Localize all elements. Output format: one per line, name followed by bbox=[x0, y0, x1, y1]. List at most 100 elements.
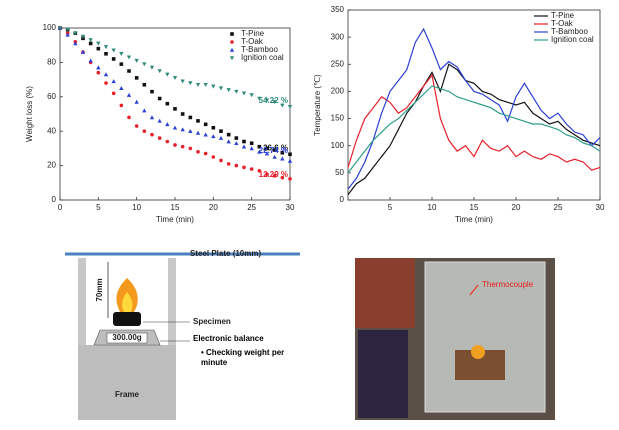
marker bbox=[219, 129, 223, 133]
marker bbox=[127, 69, 131, 73]
legend-marker bbox=[230, 32, 234, 36]
note-text: Checking weight per minute bbox=[201, 348, 285, 367]
annotation: 54.22 % bbox=[259, 96, 288, 105]
y-tick-label: 100 bbox=[331, 141, 345, 150]
marker bbox=[203, 151, 208, 156]
y-tick-label: 0 bbox=[340, 195, 345, 204]
balance-display bbox=[106, 332, 148, 344]
marker bbox=[211, 125, 216, 130]
specimen-label: Specimen bbox=[193, 317, 231, 326]
y-tick-label: 200 bbox=[331, 87, 345, 96]
height-label: 70mm bbox=[95, 278, 104, 301]
marker bbox=[180, 79, 185, 84]
plate-label: Steel Plate (10mm) bbox=[190, 249, 261, 258]
x-tick-label: 20 bbox=[512, 203, 521, 212]
marker bbox=[257, 144, 262, 149]
frame-post bbox=[168, 258, 176, 398]
marker bbox=[188, 129, 193, 133]
marker bbox=[119, 62, 124, 66]
marker bbox=[172, 125, 178, 130]
marker bbox=[165, 101, 170, 106]
marker bbox=[188, 81, 193, 86]
x-tick-label: 15 bbox=[470, 203, 479, 212]
line bbox=[347, 27, 601, 190]
flame-core bbox=[122, 292, 133, 312]
marker bbox=[57, 26, 63, 31]
marker bbox=[96, 65, 101, 70]
marker bbox=[88, 41, 93, 46]
y-tick-label: 0 bbox=[52, 195, 57, 204]
x-tick-label: 5 bbox=[96, 203, 101, 212]
marker bbox=[88, 38, 93, 43]
marker bbox=[264, 98, 270, 103]
line bbox=[347, 85, 601, 174]
marker bbox=[226, 162, 231, 166]
marker bbox=[157, 136, 162, 140]
marker bbox=[65, 27, 70, 32]
x-tick-label: 15 bbox=[171, 203, 180, 212]
marker bbox=[234, 163, 239, 168]
marker bbox=[264, 151, 270, 156]
marker bbox=[272, 174, 277, 178]
x-tick-label: 25 bbox=[247, 203, 256, 212]
annotation: 22.74 % bbox=[259, 146, 288, 155]
marker bbox=[280, 150, 285, 155]
marker bbox=[173, 107, 177, 111]
marker bbox=[280, 156, 285, 161]
marker bbox=[73, 31, 78, 36]
frame-label: Frame bbox=[115, 390, 140, 399]
marker bbox=[188, 115, 193, 120]
marker bbox=[142, 62, 147, 67]
marker bbox=[195, 82, 201, 87]
marker bbox=[265, 172, 269, 176]
marker bbox=[150, 132, 154, 137]
x-axis-label: Time (min) bbox=[156, 215, 194, 224]
marker bbox=[211, 134, 216, 139]
marker bbox=[73, 41, 78, 46]
x-tick-label: 30 bbox=[596, 203, 605, 212]
marker bbox=[150, 89, 154, 94]
specimen bbox=[113, 312, 141, 326]
annotation: 26.6 % bbox=[263, 143, 288, 152]
marker bbox=[218, 86, 224, 91]
marker bbox=[104, 81, 108, 85]
marker bbox=[142, 129, 147, 133]
marker bbox=[219, 158, 223, 163]
legend-label: Ignition coal bbox=[551, 35, 594, 44]
marker bbox=[165, 122, 170, 127]
line bbox=[347, 63, 601, 195]
marker bbox=[257, 168, 262, 173]
y-tick-label: 50 bbox=[335, 168, 344, 177]
y-axis-label: Temperature (℃) bbox=[313, 74, 322, 136]
marker bbox=[218, 135, 224, 140]
legend-label: T-Oak bbox=[551, 19, 574, 28]
marker bbox=[149, 115, 155, 120]
legend-marker bbox=[229, 47, 235, 52]
marker bbox=[249, 141, 254, 146]
marker bbox=[111, 79, 116, 84]
x-tick-label: 25 bbox=[554, 203, 563, 212]
marker bbox=[287, 158, 293, 163]
balance-label: Electronic balance bbox=[193, 334, 264, 343]
marker bbox=[180, 112, 185, 116]
y-tick-label: 300 bbox=[331, 32, 345, 41]
marker bbox=[242, 165, 246, 170]
diagram: Steel Plate (10mm) Frame 70mm 300.00g Sp… bbox=[65, 249, 300, 420]
photo-arrow bbox=[469, 284, 479, 296]
note-label: • Checking weight per minute bbox=[201, 348, 285, 367]
marker bbox=[65, 32, 70, 37]
marker bbox=[203, 82, 208, 87]
marker bbox=[280, 175, 285, 180]
marker bbox=[196, 119, 200, 123]
frame-base bbox=[78, 345, 176, 420]
y-tick-label: 60 bbox=[47, 92, 56, 101]
marker bbox=[119, 52, 124, 56]
x-tick-label: 0 bbox=[58, 203, 63, 212]
marker bbox=[249, 93, 254, 98]
marker bbox=[203, 122, 208, 127]
photo-person bbox=[358, 330, 408, 418]
marker bbox=[126, 92, 132, 97]
photo-flame bbox=[471, 345, 485, 359]
balance-text: Electronic balance • Checking weight per… bbox=[193, 334, 285, 367]
